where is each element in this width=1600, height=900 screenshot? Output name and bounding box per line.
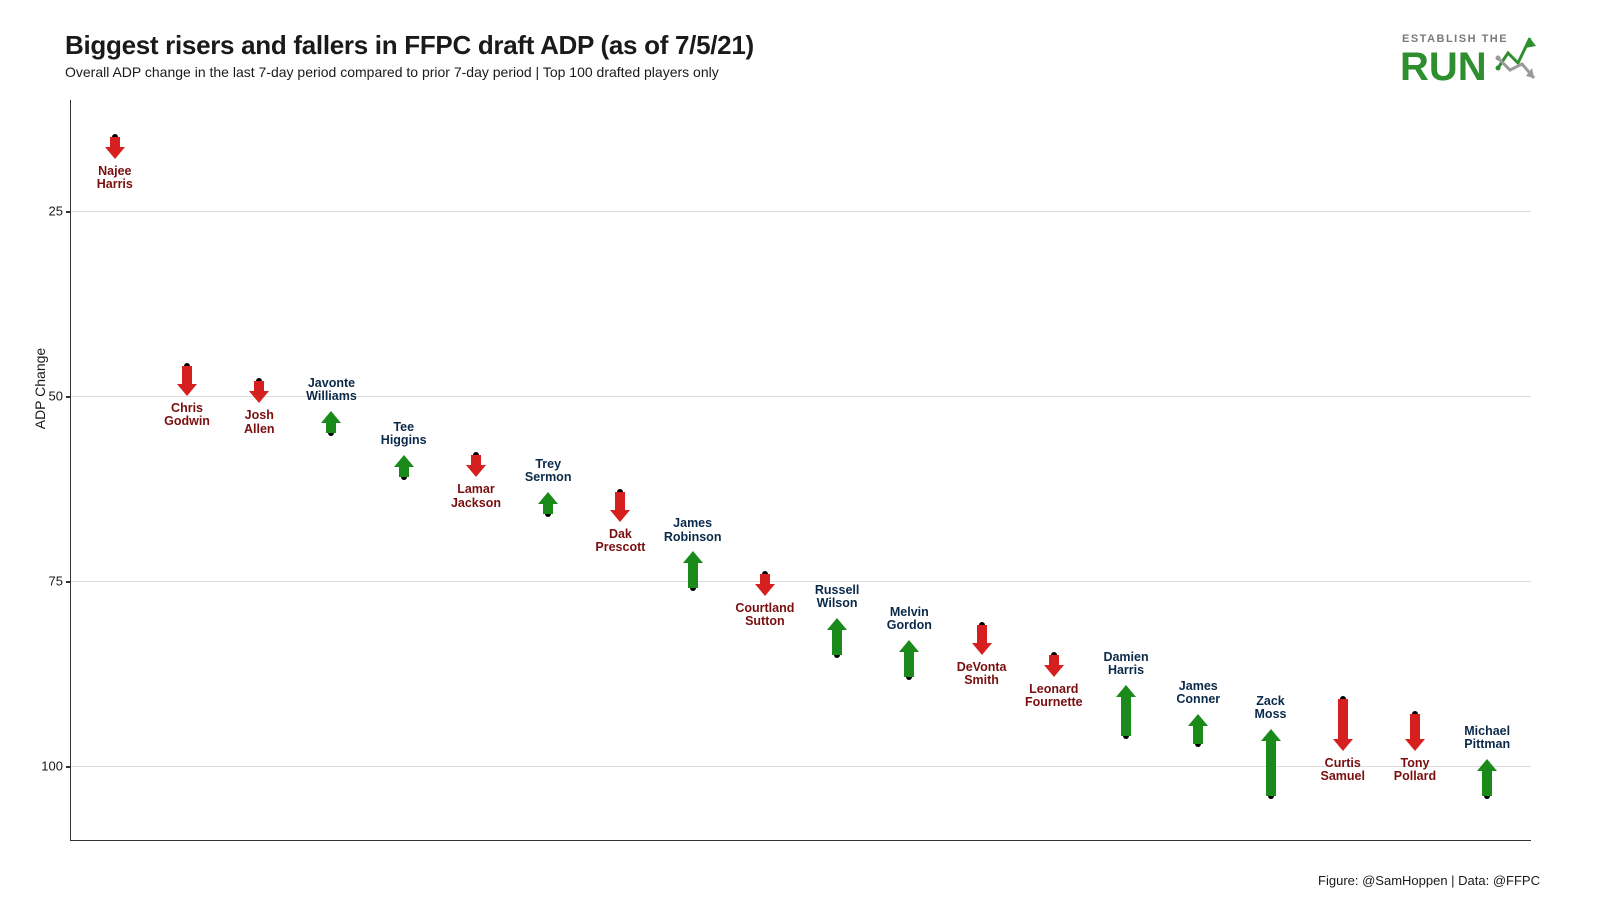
player-label: LeonardFournette [1025,683,1083,709]
player-label: LamarJackson [451,483,501,509]
figure-credit: Figure: @SamHoppen | Data: @FFPC [1318,873,1540,888]
faller-arrow-shaft [977,625,987,643]
riser-arrow-shaft [1121,697,1131,737]
faller-arrow-head-icon [972,643,992,655]
player-label: TeeHiggins [381,421,427,447]
faller-arrow-shaft [1049,655,1059,665]
y-tick-label: 75 [49,574,63,589]
player-label: DamienHarris [1103,651,1148,677]
faller-arrow-shaft [1338,699,1348,739]
faller-arrow-shaft [182,366,192,384]
y-tick-label: 100 [41,759,63,774]
y-tick-mark [66,396,71,398]
chart-subtitle: Overall ADP change in the last 7-day per… [65,64,719,80]
riser-arrow-head-icon [1261,729,1281,741]
player-label: MichaelPittman [1464,725,1510,751]
player-label: JamesConner [1176,680,1220,706]
chart-container: Biggest risers and fallers in FFPC draft… [0,0,1600,900]
riser-arrow-shaft [326,423,336,433]
y-tick-mark [66,766,71,768]
player-label: JavonteWilliams [306,377,357,403]
faller-arrow-shaft [760,574,770,584]
riser-arrow-head-icon [827,618,847,630]
riser-arrow-shaft [1193,726,1203,744]
player-label: DakPrescott [595,528,645,554]
y-axis-title: ADP Change [32,348,48,429]
riser-arrow-shaft [1482,771,1492,796]
faller-arrow-shaft [471,455,481,465]
player-label: JamesRobinson [664,517,722,543]
faller-arrow-head-icon [1044,665,1064,677]
player-label: RussellWilson [815,584,859,610]
riser-arrow-shaft [399,467,409,477]
faller-arrow-head-icon [105,147,125,159]
player-label: JoshAllen [244,409,275,435]
player-label: CourtlandSutton [735,602,794,628]
faller-arrow-head-icon [1405,739,1425,751]
player-label: TonyPollard [1394,757,1436,783]
riser-arrow-head-icon [683,551,703,563]
logo-top-text: ESTABLISH THE [1402,33,1508,45]
riser-arrow-head-icon [1188,714,1208,726]
riser-arrow-shaft [1266,741,1276,796]
riser-arrow-head-icon [899,640,919,652]
riser-arrow-shaft [543,504,553,514]
faller-arrow-shaft [1410,714,1420,739]
y-tick-label: 25 [49,204,63,219]
player-label: DeVontaSmith [957,661,1007,687]
gridline [71,581,1531,582]
faller-arrow-head-icon [610,510,630,522]
faller-arrow-head-icon [755,584,775,596]
faller-arrow-shaft [615,492,625,510]
riser-arrow-head-icon [1477,759,1497,771]
gridline [71,211,1531,212]
player-label: CurtisSamuel [1321,757,1365,783]
y-tick-mark [66,581,71,583]
player-label: ChrisGodwin [164,402,210,428]
faller-arrow-shaft [254,381,264,391]
riser-arrow-head-icon [321,411,341,423]
chart-title: Biggest risers and fallers in FFPC draft… [65,30,754,61]
y-tick-mark [66,211,71,213]
faller-arrow-head-icon [177,384,197,396]
player-label: NajeeHarris [97,165,133,191]
faller-arrow-head-icon [1333,739,1353,751]
faller-arrow-shaft [110,137,120,147]
plot-area: 255075100NajeeHarrisChrisGodwinJoshAllen… [70,100,1531,841]
brand-logo: ESTABLISH THE RUN [1350,28,1540,88]
y-tick-label: 50 [49,389,63,404]
riser-arrow-head-icon [1116,685,1136,697]
riser-arrow-shaft [688,563,698,588]
riser-arrow-shaft [904,652,914,677]
faller-arrow-head-icon [249,391,269,403]
logo-main-text: RUN [1400,45,1487,88]
gridline [71,766,1531,767]
player-label: MelvinGordon [887,606,932,632]
player-label: TreySermon [525,458,572,484]
gridline [71,396,1531,397]
riser-arrow-head-icon [394,455,414,467]
faller-arrow-head-icon [466,465,486,477]
riser-arrow-shaft [832,630,842,655]
riser-arrow-head-icon [538,492,558,504]
player-label: ZackMoss [1255,695,1287,721]
